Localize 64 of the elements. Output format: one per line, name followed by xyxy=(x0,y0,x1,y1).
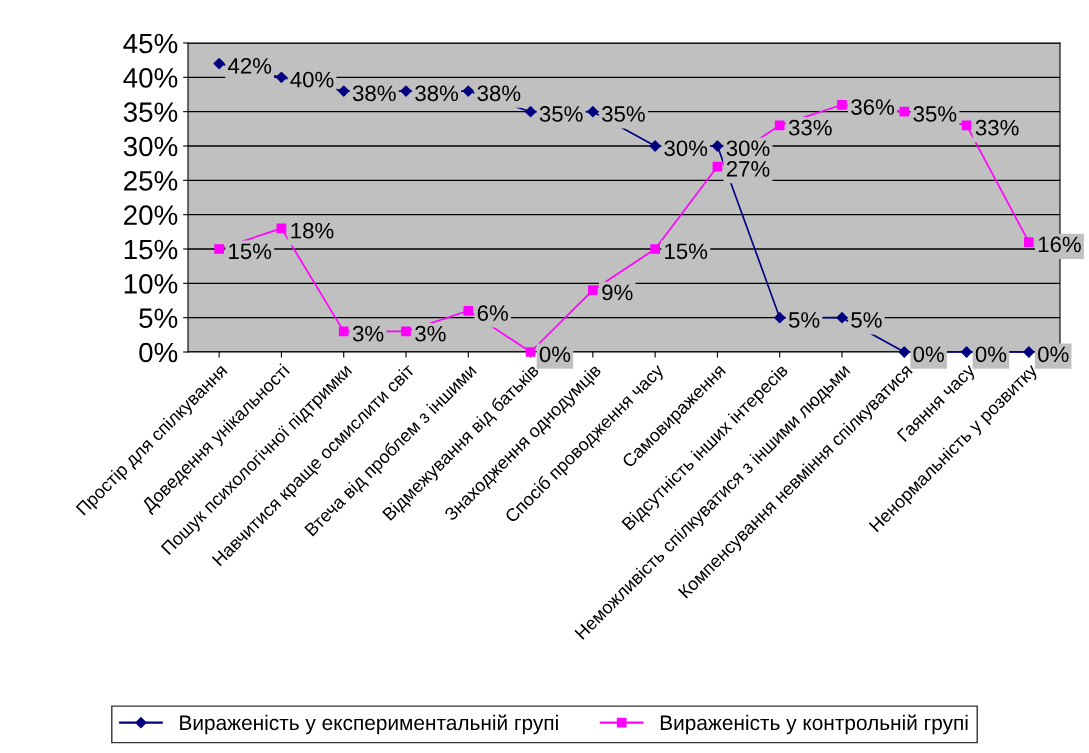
point xyxy=(836,312,848,324)
point xyxy=(338,326,349,337)
data-label: 35% xyxy=(602,106,645,122)
data-label: 38% xyxy=(352,85,396,102)
point xyxy=(1023,346,1035,358)
data-label: 5% xyxy=(788,312,820,328)
point xyxy=(524,106,537,118)
point xyxy=(214,244,225,254)
data-label: 0% xyxy=(539,346,571,363)
data-label: 27% xyxy=(726,161,770,177)
point xyxy=(587,285,598,296)
data-label: 30% xyxy=(726,140,770,157)
point xyxy=(462,85,474,97)
point xyxy=(525,347,536,357)
data-label: 16% xyxy=(1038,236,1081,253)
point xyxy=(711,140,724,152)
point xyxy=(837,99,847,110)
data-label: 3% xyxy=(415,325,446,342)
point xyxy=(463,305,474,316)
point xyxy=(898,346,910,358)
data-label: 33% xyxy=(975,119,1019,136)
point xyxy=(650,244,661,254)
y-tick-label: 15% xyxy=(124,239,178,260)
data-label: 9% xyxy=(602,284,633,301)
y-tick-label: 40% xyxy=(123,68,178,88)
point xyxy=(275,71,288,83)
data-label: 42% xyxy=(227,58,272,74)
y-tick-label: 45% xyxy=(123,33,178,54)
point xyxy=(899,106,910,117)
data-label: 33% xyxy=(788,119,832,136)
point xyxy=(960,346,973,358)
point xyxy=(213,57,225,70)
point xyxy=(649,140,661,152)
point xyxy=(1023,237,1034,247)
y-tick-label: 35% xyxy=(123,102,178,123)
y-tick-label: 20% xyxy=(124,205,178,226)
y-tick-label: 0% xyxy=(139,342,178,363)
data-label: 36% xyxy=(851,99,895,115)
point xyxy=(587,106,599,118)
y-tick-label: 30% xyxy=(123,136,178,157)
data-label: 3% xyxy=(352,325,384,342)
data-label: 18% xyxy=(291,222,334,239)
data-label: 30% xyxy=(664,140,708,157)
data-label: 35% xyxy=(913,106,957,122)
data-label: 40% xyxy=(290,71,334,88)
data-label: 15% xyxy=(665,243,708,260)
point xyxy=(774,120,785,131)
data-label: 0% xyxy=(913,346,944,363)
data-label: 0% xyxy=(1038,346,1069,363)
y-tick-label: 25% xyxy=(124,171,178,191)
point xyxy=(774,312,786,324)
data-label: 38% xyxy=(477,85,521,102)
point xyxy=(401,326,411,337)
data-label: 5% xyxy=(851,312,882,328)
data-label: 6% xyxy=(477,305,508,321)
data-label: 35% xyxy=(539,106,583,122)
legend-label: Вираженість у контрольній групі xyxy=(660,714,968,735)
point xyxy=(338,85,350,97)
data-label: 0% xyxy=(975,346,1007,363)
data-label: 15% xyxy=(229,243,272,260)
data-label: 38% xyxy=(415,85,459,102)
legend-label: Вираженість у експериментальній групі xyxy=(180,714,558,735)
y-tick-label: 5% xyxy=(139,308,178,329)
y-tick-label: 10% xyxy=(124,274,178,294)
